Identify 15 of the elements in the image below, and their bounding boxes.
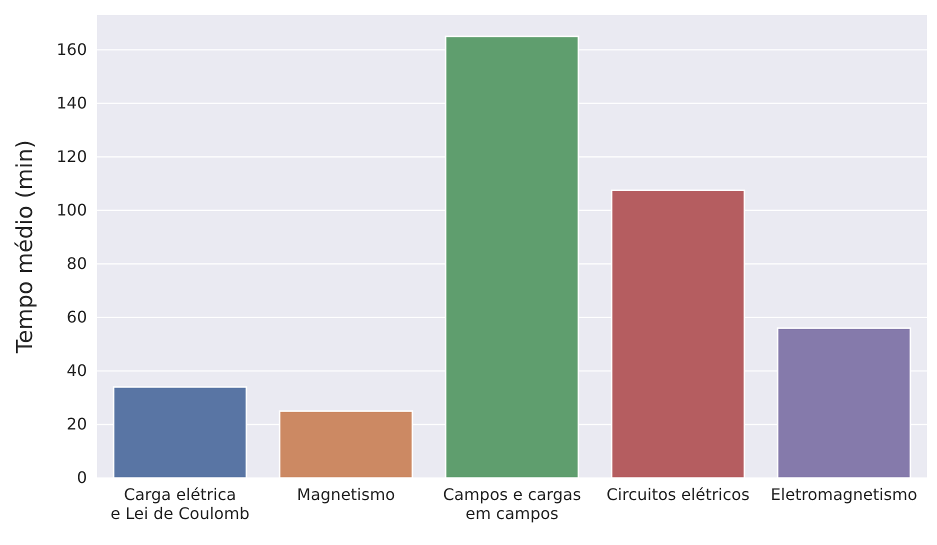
y-tick-label: 160 [56,40,87,59]
y-tick-label: 20 [66,414,87,434]
y-tick-label: 60 [66,308,87,327]
y-tick-label: 100 [56,200,87,220]
y-axis-title: Tempo médio (min) [13,140,38,354]
y-tick-label: 80 [66,254,87,274]
x-tick-label: Eletromagnetismo [770,485,918,504]
x-tick-label: Carga elétrica e Lei de Coulomb [110,485,250,523]
y-tick-label: 0 [76,468,87,488]
y-tick-label: 120 [56,146,87,166]
y-tick-label: 40 [66,361,87,380]
x-tick-label: Campos e cargas em campos [442,485,582,523]
y-tick-label: 140 [56,93,87,112]
x-tick-label: Circuitos elétricos [606,485,750,504]
x-tick-label: Magnetismo [296,485,396,504]
